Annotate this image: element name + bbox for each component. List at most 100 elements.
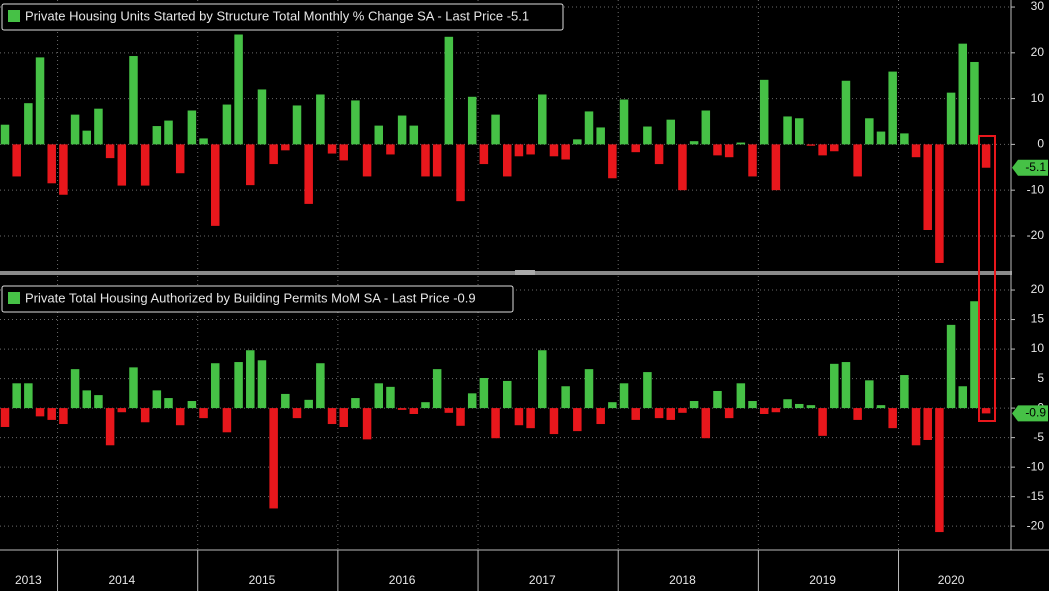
x-tick-label: 2013 [15,573,42,587]
highlight-box [978,135,996,422]
bar [549,144,559,157]
bar [269,408,278,509]
x-tick-label: 2015 [249,573,276,587]
bar [491,114,500,145]
legend-swatch [8,10,20,22]
bar [678,408,687,413]
bar [246,350,255,409]
bar [876,405,886,409]
y-tick-label: 30 [1031,0,1045,13]
bar [911,144,921,158]
legend-box [1,285,514,313]
bar [152,390,162,409]
y-tick-label: -20 [1027,228,1045,242]
bar [339,408,348,427]
bar [619,99,629,145]
y-tick-label: -15 [1027,489,1045,503]
bar [853,408,862,420]
bar [514,144,524,157]
bar [748,144,757,177]
bar [818,408,827,436]
bar [257,89,267,145]
bar [47,408,56,420]
bar [257,360,267,409]
bar [794,118,804,145]
bar [409,125,419,145]
bar [269,144,278,165]
bar [175,408,185,426]
bar [281,393,290,409]
bar [175,144,185,174]
bar [491,408,500,439]
bar [59,144,68,195]
bar [35,408,45,417]
bar [456,144,465,202]
bar [70,369,80,409]
bar [678,144,687,191]
bar [82,390,92,409]
bar [222,408,232,433]
bar [888,71,897,145]
bar [526,408,535,429]
bar [818,144,827,156]
bar [24,383,33,409]
x-tick-label: 2020 [938,573,965,587]
bar [210,144,220,226]
bar [94,108,103,145]
bar [806,405,816,409]
bar [12,144,21,177]
bar [199,138,208,145]
bar [666,119,676,145]
bar [292,105,302,145]
x-tick-label: 2019 [809,573,836,587]
bar [900,133,909,145]
bar [748,401,757,409]
bar [701,408,711,439]
bar [724,144,734,158]
bar [923,408,932,440]
bar [502,380,512,409]
bar [397,408,407,410]
bar [596,408,605,425]
y-tick-label: 20 [1031,282,1045,296]
legend-top: Private Housing Units Started by Structu… [1,3,564,31]
bar [234,34,243,145]
bar [210,363,220,409]
bar [187,110,197,145]
bar [129,56,138,145]
y-tick-label: -10 [1027,459,1045,473]
y-tick-label: 5 [1037,371,1044,385]
bar [724,408,734,419]
bar [608,402,617,409]
bar [164,398,173,409]
x-tick-label: 2017 [529,573,556,587]
bar [444,36,454,145]
bar [923,144,932,230]
bar [736,142,746,145]
bar [666,408,676,420]
legend-bottom: Private Total Housing Authorized by Buil… [1,285,514,313]
bar [316,94,325,145]
x-tick-label: 2014 [108,573,135,587]
bar [771,408,781,413]
bar [386,144,395,155]
bar [981,144,991,168]
bar [573,139,582,145]
bar [479,144,489,165]
bar [129,367,138,409]
bar [0,124,10,145]
bar [409,408,419,414]
last-price-marker [1012,405,1048,422]
bar [538,94,547,145]
bar [946,92,956,145]
bar [841,362,851,409]
bar [865,118,874,145]
y-tick-label: -10 [1027,182,1045,196]
legend-label: Private Housing Units Started by Structu… [25,8,529,23]
last-price-label: -5.1 [1025,160,1046,174]
bar [456,408,465,426]
bar [643,126,652,145]
bar [713,144,722,156]
bar [759,408,769,414]
